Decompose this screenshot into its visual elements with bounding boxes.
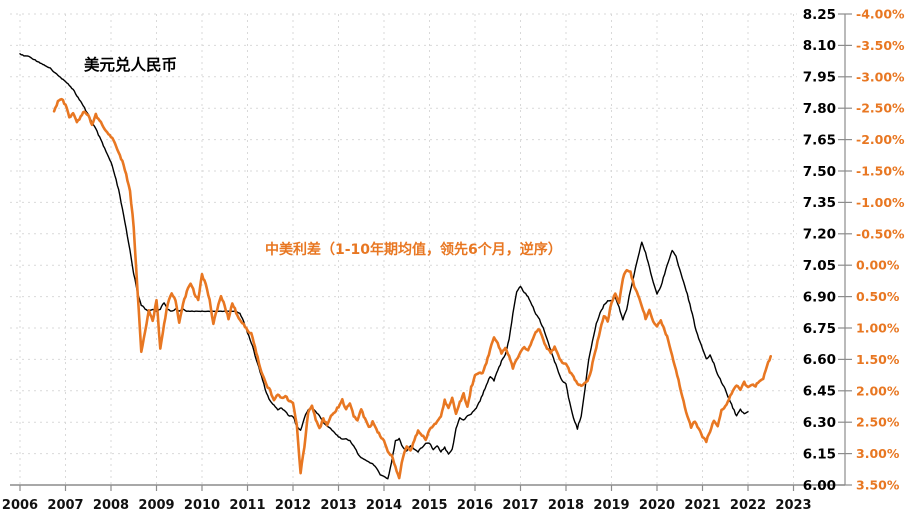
pct-tick-label: -1.00%: [856, 195, 905, 210]
price-tick-label: 8.25: [803, 7, 836, 23]
tick-labels: 2006 2007 2008 2009 2010 2011 2012 2013 2014 2015…: [2, 7, 905, 514]
x-tick-label: 2011: [229, 498, 265, 513]
pct-tick-label: 1.50%: [856, 352, 900, 367]
price-tick-label: 6.90: [803, 289, 836, 305]
pct-tick-label: -3.00%: [856, 69, 905, 84]
price-tick-label: 7.35: [803, 195, 836, 211]
x-tick-label: 2013: [320, 498, 356, 513]
x-tick-label: 2015: [411, 498, 447, 513]
x-tick-label: 2021: [684, 498, 720, 513]
pct-tick-label: 3.50%: [856, 478, 900, 493]
series-label-spread: 中美利差（1-10年期均值，领先6个月，逆序）: [265, 241, 562, 258]
price-tick-label: 7.20: [803, 227, 836, 243]
pct-tick-label: -0.50%: [856, 226, 905, 241]
pct-tick-label: 0.00%: [856, 258, 900, 273]
x-tick-label: 2008: [93, 498, 129, 513]
x-tick-label: 2023: [775, 498, 811, 513]
pct-tick-label: 0.50%: [856, 289, 900, 304]
x-tick-label: 2020: [639, 498, 675, 513]
x-tick-label: 2014: [366, 498, 402, 513]
price-tick-label: 6.00: [803, 478, 836, 494]
x-tick-label: 2012: [275, 498, 311, 513]
price-tick-label: 7.95: [803, 70, 836, 86]
series-label-usdcny: 美元兑人民币: [84, 55, 177, 74]
pct-tick-label: -2.50%: [856, 101, 905, 116]
price-tick-label: 6.15: [803, 446, 836, 462]
price-tick-label: 8.10: [803, 38, 836, 54]
price-tick-label: 6.30: [803, 415, 836, 431]
x-tick-label: 2010: [184, 498, 220, 513]
axes: [10, 13, 852, 491]
x-tick-label: 2022: [730, 498, 766, 513]
x-tick-label: 2019: [593, 498, 629, 513]
price-tick-label: 6.75: [803, 321, 836, 337]
x-tick-label: 2017: [502, 498, 538, 513]
price-tick-label: 7.50: [803, 164, 836, 180]
x-tick-label: 2007: [47, 498, 83, 513]
spread-line: [52, 97, 773, 480]
pct-tick-label: 1.00%: [856, 321, 900, 336]
series-lines: [19, 53, 773, 480]
pct-tick-label: -4.00%: [856, 7, 905, 22]
x-tick-label: 2006: [2, 498, 38, 513]
price-tick-label: 7.80: [803, 101, 836, 117]
price-tick-label: 7.65: [803, 132, 836, 148]
x-tick-label: 2016: [457, 498, 493, 513]
pct-tick-label: 2.00%: [856, 383, 900, 398]
x-tick-label: 2009: [138, 498, 174, 513]
pct-tick-label: -3.50%: [856, 38, 905, 53]
x-tick-label: 2018: [548, 498, 584, 513]
pct-tick-label: -2.00%: [856, 132, 905, 147]
pct-tick-label: 3.00%: [856, 446, 900, 461]
pct-tick-label: -1.50%: [856, 164, 905, 179]
usdcny-line: [19, 53, 749, 480]
price-tick-label: 6.60: [803, 352, 836, 368]
price-tick-label: 7.05: [803, 258, 836, 274]
pct-tick-label: 2.50%: [856, 415, 900, 430]
price-tick-label: 6.45: [803, 384, 836, 400]
gridlines: [10, 13, 797, 486]
